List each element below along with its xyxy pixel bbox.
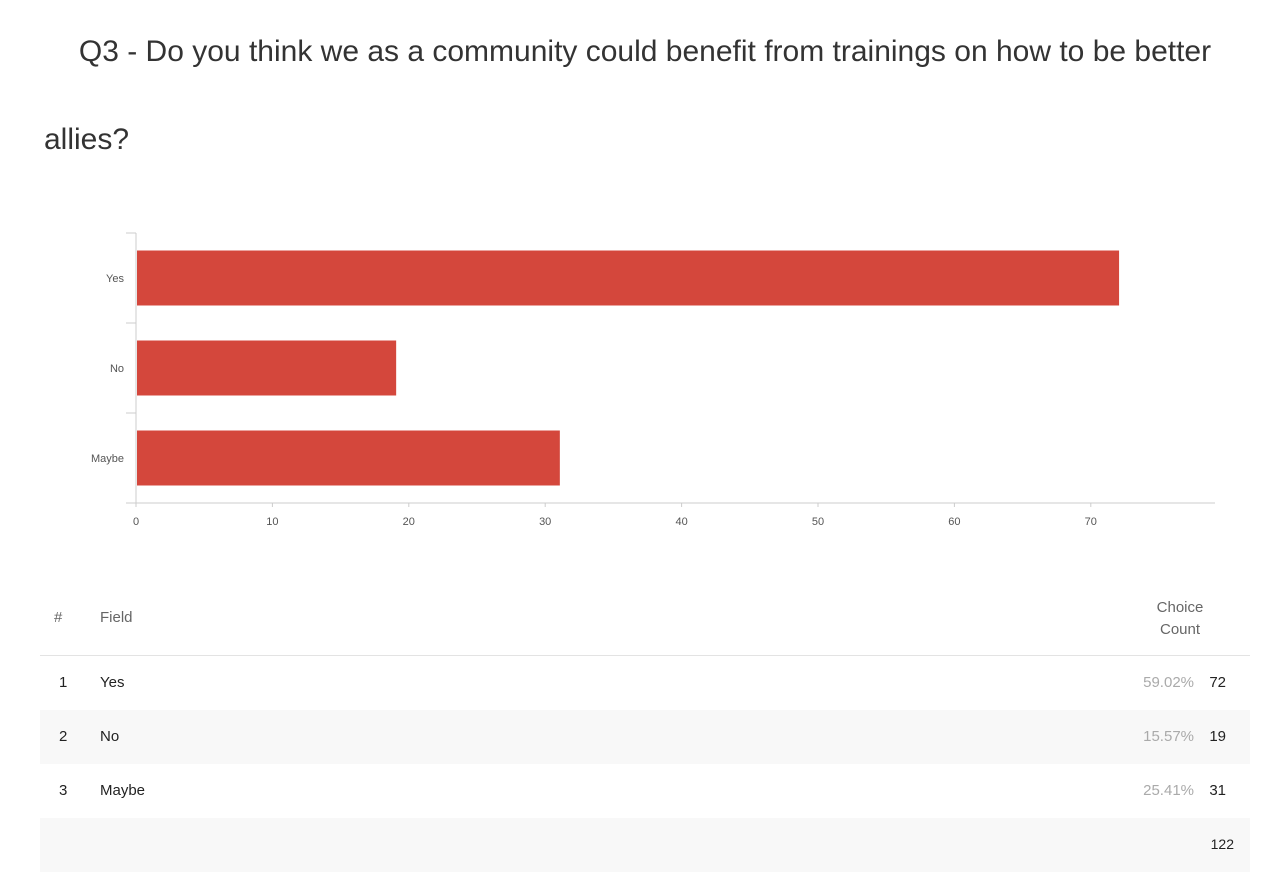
x-tick-label: 60 [948,516,960,528]
x-tick-label: 0 [133,516,139,528]
x-tick-label: 40 [675,516,687,528]
header-choice-count-line-2: Count [1159,621,1201,638]
table-header-row: # Field Choice Count [40,585,1250,656]
row-number: 1 [59,674,68,691]
question-title: Q3 - Do you think we as a community coul… [0,30,1284,184]
row-percent: 15.57% [1143,728,1194,745]
chart-axes [126,232,1215,507]
category-label: Yes [106,273,124,285]
header-number: # [54,609,63,626]
header-choice-count: Choice Count [1150,597,1210,641]
row-field: Yes [100,674,125,691]
chart-bars [137,250,1120,486]
row-number: 3 [59,782,68,799]
chart-labels: 0 10 20 30 40 50 60 70 Yes No Maybe [91,273,1097,528]
x-tick-label: 20 [403,516,415,528]
header-field: Field [100,609,133,626]
category-label: Maybe [91,453,124,465]
row-percent: 25.41% [1143,782,1194,799]
question-title-line-1: Q3 - Do you think we as a community coul… [78,35,1212,68]
total-count: 122 [1210,836,1234,852]
table-total-row: 122 [40,818,1250,872]
bar-chart: 0 10 20 30 40 50 60 70 Yes No Maybe [91,232,1215,528]
row-count: 19 [1209,728,1226,745]
bar-maybe [137,430,560,486]
category-label: No [110,363,124,375]
row-field: Maybe [100,782,146,799]
x-tick-label: 50 [812,516,824,528]
bar-yes [137,250,1120,306]
table-row: 1 Yes 59.02% 72 [40,656,1250,710]
row-number: 2 [59,728,68,745]
x-tick-label: 70 [1085,516,1097,528]
row-field: No [100,728,120,745]
bar-no [137,340,397,396]
x-tick-label: 30 [539,516,551,528]
table-row: 2 No 15.57% 19 [40,710,1250,764]
row-count: 72 [1209,674,1226,691]
table-row: 3 Maybe 25.41% 31 [40,764,1250,818]
question-title-line-2: allies? [44,123,130,156]
results-table: # Field Choice Count 1 Yes 59.02% 72 2 N… [40,585,1250,872]
x-tick-label: 10 [266,516,278,528]
header-choice-count-line-1: Choice [1156,599,1204,616]
row-percent: 59.02% [1143,674,1194,691]
row-count: 31 [1209,782,1226,799]
